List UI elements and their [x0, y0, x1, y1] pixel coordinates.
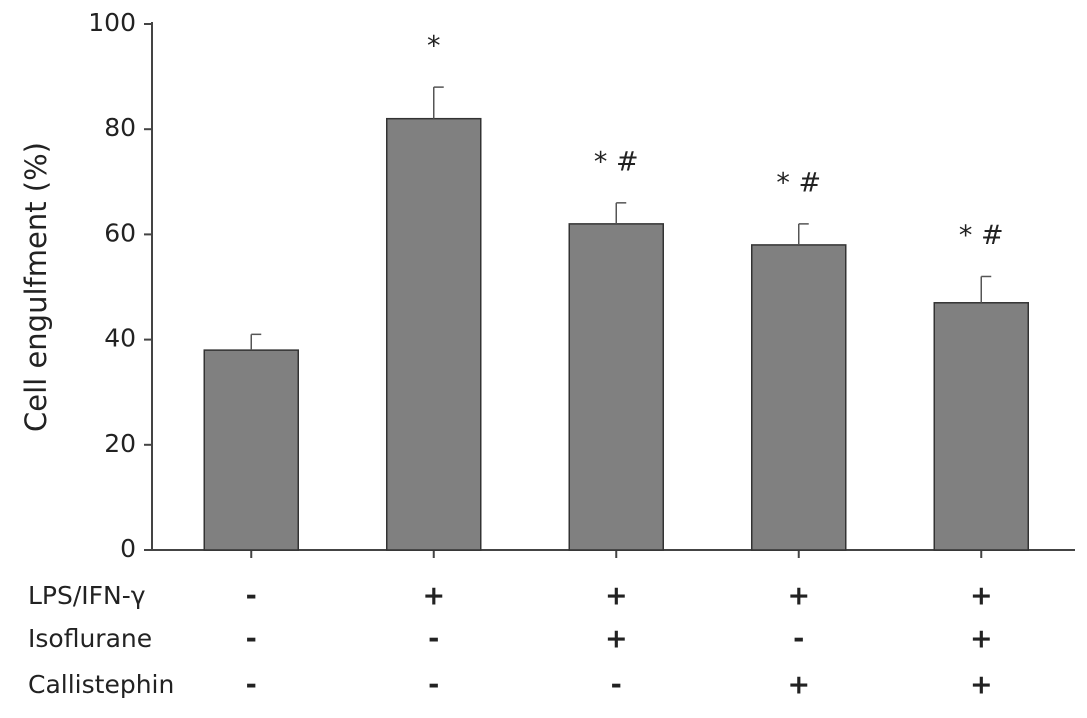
bar	[933, 302, 1029, 551]
y-tick-label: 20	[104, 429, 136, 458]
condition-sign: -	[246, 670, 257, 701]
condition-sign: -	[246, 581, 257, 612]
significance-label: *	[427, 31, 441, 62]
significance-label: * #	[776, 167, 821, 198]
y-tick-label: 100	[88, 8, 136, 37]
condition-sign: -	[793, 624, 804, 655]
bar	[386, 117, 482, 551]
bar	[203, 349, 299, 551]
y-tick-label: 0	[120, 534, 136, 563]
condition-sign: +	[787, 581, 810, 612]
condition-sign: +	[787, 670, 810, 701]
bar	[568, 223, 664, 551]
significance-label: * #	[594, 146, 639, 177]
condition-name: LPS/IFN-γ	[28, 581, 146, 610]
bar	[751, 244, 847, 551]
y-tick-label: 80	[104, 113, 136, 142]
y-tick-label: 40	[104, 324, 136, 353]
condition-sign: +	[970, 581, 993, 612]
condition-sign: -	[611, 670, 622, 701]
condition-sign: +	[970, 670, 993, 701]
condition-name: Callistephin	[28, 670, 174, 699]
condition-sign: +	[605, 624, 628, 655]
condition-sign: +	[970, 624, 993, 655]
y-tick-label: 60	[104, 218, 136, 247]
significance-label: * #	[959, 220, 1004, 251]
condition-sign: -	[428, 670, 439, 701]
condition-name: Isoflurane	[28, 624, 152, 653]
condition-sign: +	[605, 581, 628, 612]
y-axis-label: Cell engulfment (%)	[19, 142, 53, 432]
condition-sign: -	[428, 624, 439, 655]
condition-sign: +	[422, 581, 445, 612]
condition-sign: -	[246, 624, 257, 655]
